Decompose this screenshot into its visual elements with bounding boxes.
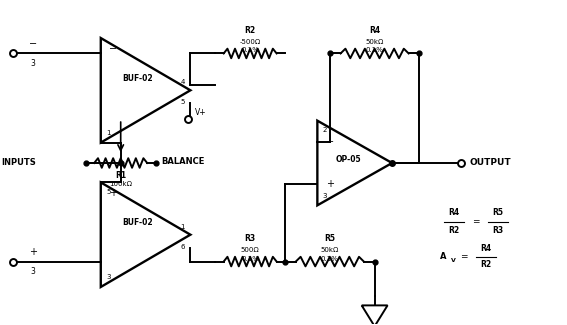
Text: R5: R5 (324, 234, 335, 243)
Text: R5: R5 (493, 208, 503, 217)
Text: 5: 5 (107, 189, 111, 195)
Text: V+: V+ (196, 108, 207, 117)
Text: 1: 1 (180, 224, 185, 230)
Text: INPUTS: INPUTS (1, 159, 36, 167)
Text: 6: 6 (180, 244, 185, 250)
Text: R2: R2 (244, 26, 256, 34)
Text: R2: R2 (448, 226, 460, 235)
Text: 0.1%: 0.1% (321, 255, 338, 262)
Text: -500Ω: -500Ω (239, 38, 261, 45)
Text: R1: R1 (115, 171, 126, 180)
Text: 3: 3 (322, 193, 327, 199)
Text: BALANCE: BALANCE (162, 157, 205, 165)
Text: R4: R4 (481, 244, 492, 253)
Text: −: − (109, 44, 117, 54)
Text: 1: 1 (107, 130, 111, 136)
Text: R2: R2 (481, 260, 492, 269)
Text: BUF-02: BUF-02 (122, 74, 153, 83)
Text: +: + (326, 179, 335, 189)
Text: OP-05: OP-05 (336, 154, 362, 163)
Text: R4: R4 (369, 26, 380, 34)
Text: +: + (109, 188, 117, 198)
Text: 3: 3 (107, 274, 111, 280)
Text: 0.1%: 0.1% (241, 47, 259, 54)
Text: V: V (451, 258, 456, 263)
Text: R4: R4 (448, 208, 460, 217)
Text: 3: 3 (31, 59, 36, 68)
Text: OUTPUT: OUTPUT (469, 159, 511, 167)
Text: 0.1%: 0.1% (366, 47, 383, 54)
Text: 4: 4 (180, 79, 185, 85)
Text: −: − (326, 137, 335, 147)
Text: 0.1%: 0.1% (241, 255, 259, 262)
Text: 2: 2 (322, 127, 327, 133)
Text: 50kΩ: 50kΩ (320, 247, 339, 253)
Text: +: + (29, 247, 37, 257)
Text: R3: R3 (493, 226, 503, 235)
Text: −: − (29, 38, 37, 48)
Text: 5: 5 (180, 99, 185, 105)
Text: 3: 3 (31, 267, 36, 276)
Text: A: A (440, 252, 446, 261)
Text: =: = (460, 252, 468, 261)
Text: =: = (472, 217, 480, 226)
Text: 500Ω: 500Ω (241, 247, 260, 253)
Text: BUF-02: BUF-02 (122, 218, 153, 227)
Text: 100kΩ: 100kΩ (109, 181, 132, 187)
Text: R3: R3 (244, 234, 256, 243)
Text: 50kΩ: 50kΩ (365, 38, 384, 45)
